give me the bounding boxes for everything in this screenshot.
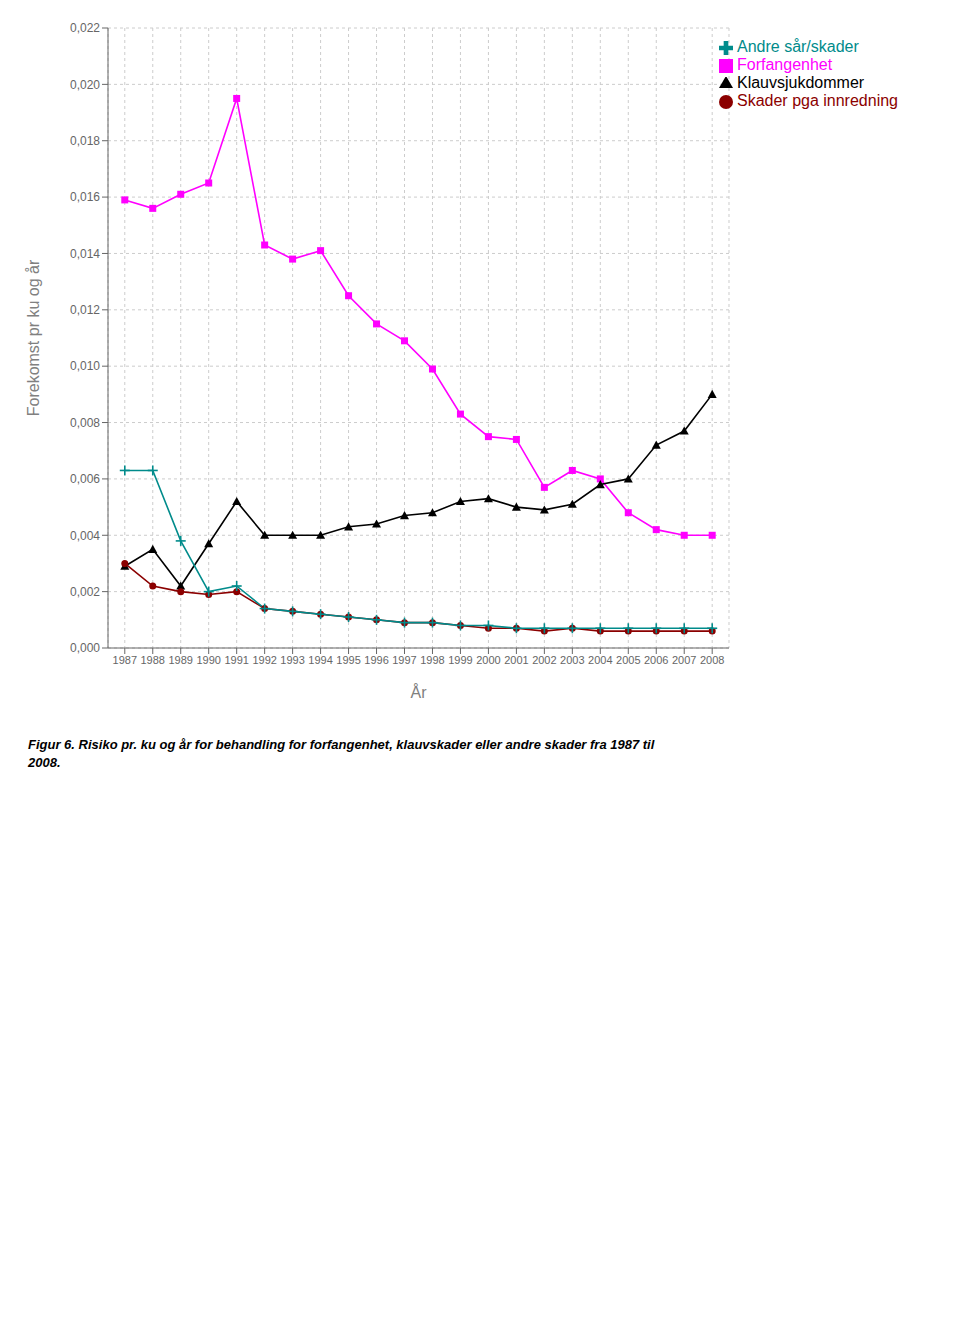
svg-text:1995: 1995 — [336, 654, 360, 666]
svg-text:1991: 1991 — [224, 654, 248, 666]
svg-text:Forekomst pr ku og år: Forekomst pr ku og år — [25, 259, 42, 416]
svg-text:0,008: 0,008 — [70, 416, 100, 430]
svg-text:0,000: 0,000 — [70, 641, 100, 655]
svg-text:1993: 1993 — [280, 654, 304, 666]
svg-text:0,006: 0,006 — [70, 472, 100, 486]
html-text:Figur 6. Risiko pr. ku og år f: Figur 6. Risiko pr. ku og år for behandl… — [28, 737, 655, 752]
svg-text:2005: 2005 — [616, 654, 640, 666]
svg-text:0,016: 0,016 — [70, 190, 100, 204]
svg-text:1996: 1996 — [364, 654, 388, 666]
svg-text:0,002: 0,002 — [70, 585, 100, 599]
svg-text:2004: 2004 — [588, 654, 612, 666]
html-text:Skader pga innredning: Skader pga innredning — [737, 92, 898, 109]
svg-text:1992: 1992 — [252, 654, 276, 666]
svg-text:2000: 2000 — [476, 654, 500, 666]
svg-text:2008: 2008 — [700, 654, 724, 666]
svg-text:0,018: 0,018 — [70, 134, 100, 148]
svg-text:0,020: 0,020 — [70, 78, 100, 92]
svg-text:1998: 1998 — [420, 654, 444, 666]
svg-text:2002: 2002 — [532, 654, 556, 666]
svg-text:2003: 2003 — [560, 654, 584, 666]
svg-text:0,010: 0,010 — [70, 359, 100, 373]
svg-text:1989: 1989 — [168, 654, 192, 666]
html-text:Andre sår/skader: Andre sår/skader — [737, 38, 859, 55]
svg-text:0,014: 0,014 — [70, 247, 100, 261]
svg-text:0,022: 0,022 — [70, 21, 100, 35]
svg-text:1990: 1990 — [196, 654, 220, 666]
svg-text:2006: 2006 — [644, 654, 668, 666]
svg-text:1988: 1988 — [141, 654, 165, 666]
svg-text:1999: 1999 — [448, 654, 472, 666]
svg-text:1987: 1987 — [113, 654, 137, 666]
html-text:2008.: 2008. — [28, 755, 61, 770]
html-text:Forfangenhet: Forfangenhet — [737, 56, 833, 73]
svg-text:2007: 2007 — [672, 654, 696, 666]
svg-text:2001: 2001 — [504, 654, 528, 666]
svg-text:0,004: 0,004 — [70, 529, 100, 543]
svg-text:År: År — [410, 683, 427, 701]
svg-text:1997: 1997 — [392, 654, 416, 666]
svg-text:0,012: 0,012 — [70, 303, 100, 317]
svg-text:1994: 1994 — [308, 654, 332, 666]
html-text:Klauvsjukdommer: Klauvsjukdommer — [737, 74, 865, 91]
